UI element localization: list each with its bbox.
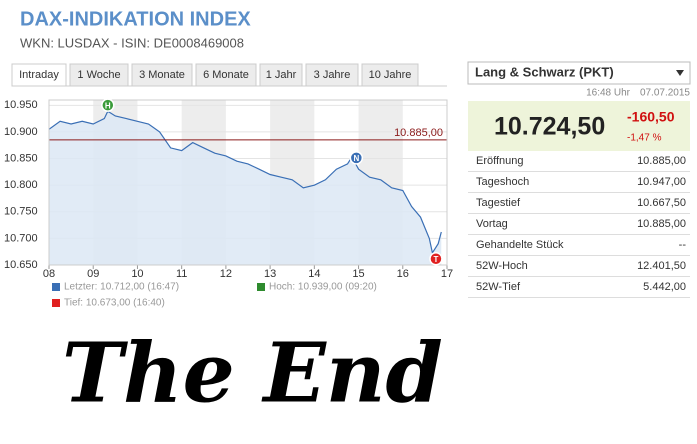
reference-label: 10.885,00 — [394, 127, 443, 139]
x-tick-label: 12 — [220, 268, 232, 280]
quote-date: 07.07.2015 — [640, 88, 690, 99]
row-value: 12.401,50 — [637, 260, 686, 272]
x-tick-label: 09 — [87, 268, 99, 280]
x-tick-label: 15 — [352, 268, 364, 280]
y-tick-label: 10.750 — [4, 206, 38, 218]
tab-label[interactable]: Intraday — [19, 69, 59, 81]
marker-label: H — [105, 101, 111, 110]
y-tick-label: 10.850 — [4, 152, 38, 164]
x-tick-label: 14 — [308, 268, 320, 280]
tab-label[interactable]: 1 Jahr — [266, 69, 297, 81]
tab-label[interactable]: 6 Monate — [203, 69, 249, 81]
marker — [429, 252, 443, 266]
row-label: Tageshoch — [476, 176, 529, 188]
x-tick-label: 10 — [131, 268, 143, 280]
row-value: -- — [679, 239, 687, 251]
y-tick-label: 10.900 — [4, 126, 38, 138]
row-value: 5.442,00 — [643, 281, 686, 293]
marker-label: T — [433, 255, 438, 264]
tab[interactable] — [11, 63, 67, 87]
row-label: Gehandelte Stück — [476, 239, 564, 251]
price-box — [468, 101, 690, 151]
y-tick-label: 10.700 — [4, 232, 38, 244]
x-tick-label: 08 — [43, 268, 55, 280]
row-value: 10.667,50 — [637, 197, 686, 209]
change-pct: -1,47 % — [627, 133, 662, 144]
y-tick-label: 10.650 — [4, 259, 38, 271]
row-label: 52W-Tief — [476, 281, 521, 293]
x-tick-label: 11 — [176, 268, 187, 280]
legend-text: Letzter: 10.712,00 (16:47) — [64, 282, 179, 293]
area — [49, 111, 442, 265]
tab-label[interactable]: 1 Woche — [77, 69, 120, 81]
tab-label[interactable]: 3 Jahre — [314, 69, 351, 81]
legend-swatch — [257, 283, 265, 291]
subtitle: WKN: LUSDAX - ISIN: DE0008469008 — [20, 35, 244, 50]
change: -160,50 — [627, 109, 675, 125]
price-line — [48, 110, 442, 255]
y-tick-label: 10.800 — [4, 179, 38, 191]
dropdown-arrow[interactable] — [676, 70, 684, 76]
x-tick-label: 16 — [397, 268, 409, 280]
exchange-select[interactable] — [467, 61, 691, 85]
quote-time: 16:48 Uhr — [586, 88, 631, 99]
plot-frame — [48, 99, 448, 266]
tab-label[interactable]: 10 Jahre — [369, 69, 412, 81]
marker-label: N — [353, 154, 359, 163]
marker — [101, 98, 115, 112]
title: DAX-INDIKATION INDEX — [20, 8, 251, 30]
price: 10.724,50 — [494, 113, 605, 141]
x-tick-label: 13 — [264, 268, 276, 280]
row-label: Tagestief — [476, 197, 521, 209]
exchange-name[interactable]: Lang & Schwarz (PKT) — [475, 64, 614, 79]
row-label: 52W-Hoch — [476, 260, 528, 272]
legend-text: Tief: 10.673,00 (16:40) — [64, 298, 165, 309]
legend-swatch — [52, 283, 60, 291]
the-end: The End — [62, 325, 443, 421]
tab-label[interactable]: 3 Monate — [139, 69, 185, 81]
row-value: 10.947,00 — [637, 176, 686, 188]
row-label: Eröffnung — [476, 155, 524, 167]
y-tick-label: 10.950 — [4, 99, 38, 111]
legend-swatch — [52, 299, 60, 307]
legend-text: Hoch: 10.939,00 (09:20) — [269, 282, 377, 293]
marker — [349, 151, 364, 165]
row-label: Vortag — [476, 218, 508, 230]
x-tick-label: 17 — [441, 268, 453, 280]
row-value: 10.885,00 — [637, 155, 686, 167]
row-value: 10.885,00 — [637, 218, 686, 230]
